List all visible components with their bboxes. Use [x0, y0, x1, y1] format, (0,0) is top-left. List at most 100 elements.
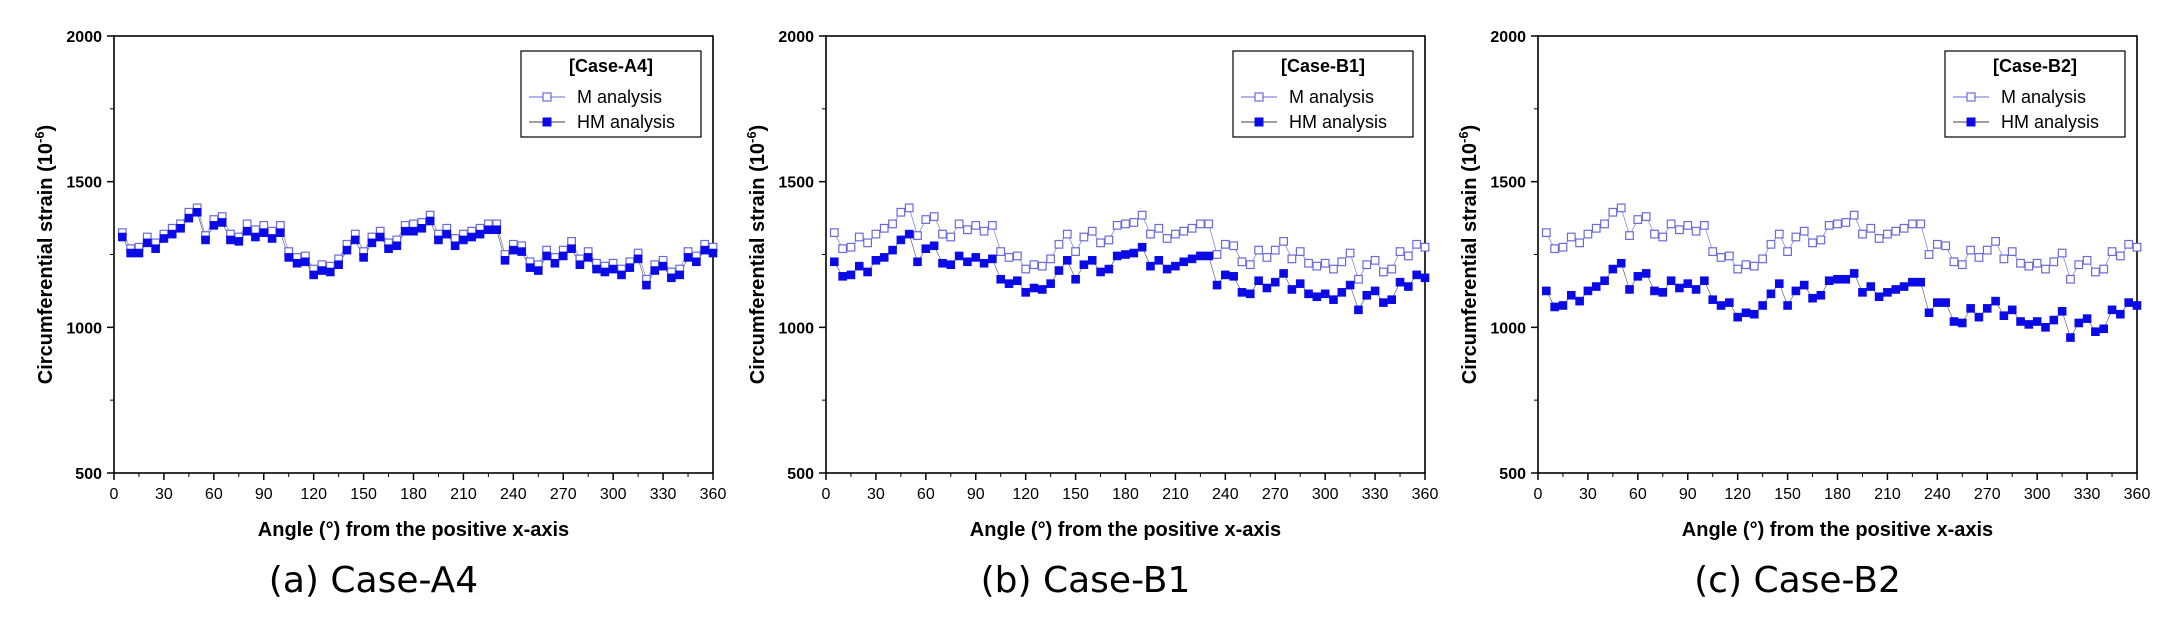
- m-analysis-point: [1329, 264, 1338, 274]
- hm-analysis-point: [1766, 289, 1776, 299]
- m-analysis-point: [904, 203, 914, 213]
- hm-analysis-point: [134, 248, 144, 258]
- m-analysis-point: [996, 247, 1006, 256]
- hm-analysis-point: [1387, 295, 1397, 304]
- hm-analysis-point: [1675, 283, 1684, 293]
- x-tick-label: 300: [600, 486, 627, 503]
- x-tick-label: 60: [205, 486, 223, 503]
- m-analysis-point: [1304, 258, 1313, 268]
- hm-analysis-point: [1774, 279, 1784, 288]
- m-analysis-point: [929, 212, 939, 222]
- m-analysis-point: [1146, 229, 1155, 239]
- hm-analysis-point: [1154, 256, 1164, 265]
- m-analysis-point: [2132, 242, 2142, 252]
- hm-analysis-point: [1221, 270, 1230, 280]
- y-axis-title-sup: -6: [744, 131, 759, 143]
- m-analysis-point: [1766, 239, 1776, 249]
- hm-analysis-point: [708, 248, 718, 258]
- hm-analysis-point: [692, 257, 701, 267]
- m-analysis-point: [1204, 219, 1214, 229]
- m-analysis-point: [1096, 238, 1105, 248]
- hm-analysis-point: [392, 241, 402, 251]
- m-analysis-point: [1683, 220, 1693, 230]
- m-analysis-point: [1379, 267, 1388, 277]
- hm-analysis-point: [442, 229, 452, 239]
- hm-analysis-point: [209, 221, 219, 230]
- hm-analysis-point: [642, 280, 651, 290]
- hm-analysis-point: [1725, 298, 1734, 307]
- m-analysis-point: [946, 232, 956, 242]
- m-analysis-point: [1691, 226, 1701, 236]
- hm-analysis-point: [1295, 279, 1305, 288]
- y-tick-label: 500: [75, 466, 102, 483]
- hm-analysis-point: [359, 253, 368, 262]
- hm-analysis-point: [1891, 285, 1901, 294]
- hm-analysis-point: [1799, 280, 1809, 290]
- hm-analysis-point: [1691, 285, 1701, 294]
- m-analysis-point: [1187, 223, 1197, 233]
- hm-analysis-point: [1345, 280, 1355, 290]
- hm-analysis-point: [1071, 274, 1080, 284]
- hm-analysis-point: [151, 244, 160, 253]
- hm-analysis-point: [176, 223, 185, 233]
- m-analysis-point: [1021, 264, 1031, 274]
- hm-analysis-point: [292, 258, 302, 268]
- hm-analysis-point: [838, 272, 847, 281]
- y-tick-label: 1000: [66, 320, 102, 337]
- x-tick-label: 270: [550, 486, 577, 503]
- m-analysis-point: [1558, 242, 1568, 252]
- m-analysis-point: [1658, 232, 1668, 242]
- hm-analysis-point: [425, 216, 435, 226]
- x-tick-label: 30: [867, 486, 885, 503]
- m-analysis-point: [1891, 226, 1901, 236]
- m-analysis-point: [1320, 258, 1330, 268]
- m-analysis-point: [938, 229, 947, 239]
- hm-analysis-point: [1004, 279, 1014, 288]
- hm-analysis-point: [1171, 261, 1180, 271]
- m-analysis-point: [275, 220, 285, 230]
- hm-analysis-point: [2057, 307, 2067, 316]
- m-analysis-point: [1279, 236, 1288, 246]
- m-analysis-point: [1403, 251, 1413, 261]
- m-analysis-point: [863, 238, 872, 248]
- hm-analysis-point: [1824, 276, 1834, 286]
- m-analysis-point: [1749, 261, 1759, 271]
- x-axis-title: Angle (°) from the positive x-axis: [1682, 519, 1993, 541]
- m-analysis-point: [1370, 255, 1380, 265]
- x-tick-label: 90: [255, 486, 273, 503]
- x-tick-label: 90: [1679, 486, 1697, 503]
- y-tick-label: 2000: [66, 29, 102, 46]
- x-tick-label: 180: [1112, 486, 1139, 503]
- hm-analysis-point: [1262, 283, 1272, 293]
- hm-analysis-point: [2116, 309, 2125, 319]
- hm-analysis-point: [284, 253, 294, 262]
- legend-marker-hm-analysis: [542, 117, 552, 127]
- m-analysis-point: [1104, 235, 1114, 245]
- legend-label-hm-analysis: HM analysis: [577, 112, 675, 132]
- hm-analysis-point: [1121, 250, 1130, 259]
- hm-analysis-point: [434, 235, 443, 245]
- hm-analysis-point: [567, 244, 576, 253]
- hm-analysis-point: [1716, 301, 1726, 310]
- panel-caption: (c) Case-B2: [1694, 560, 1901, 601]
- m-analysis-point: [1270, 245, 1280, 255]
- m-analysis-point: [1079, 232, 1089, 242]
- legend-label-hm-analysis: HM analysis: [1289, 112, 1387, 132]
- hm-analysis-point: [1287, 285, 1297, 294]
- hm-analysis-point: [2016, 317, 2025, 326]
- x-tick-label: 210: [1162, 486, 1189, 503]
- m-analysis-point: [2124, 239, 2134, 249]
- hm-analysis-point: [2082, 314, 2092, 323]
- y-axis-title-sup: -6: [1456, 131, 1471, 143]
- m-analysis-point: [1591, 223, 1601, 233]
- m-analysis-point: [2007, 247, 2017, 256]
- hm-analysis-point: [846, 270, 856, 280]
- hm-analysis-point: [2099, 324, 2109, 334]
- chart-panel-1: 0 30 60 90 120 150 180 210 240 270 300 330 360 500 100…: [32, 29, 726, 601]
- x-tick-label: 0: [1534, 486, 1543, 503]
- hm-analysis-point: [1783, 301, 1792, 310]
- hm-analysis-point: [326, 267, 335, 277]
- hm-analysis-point: [971, 253, 981, 262]
- m-analysis-point: [1171, 229, 1180, 239]
- legend-marker-m-analysis: [1966, 92, 1976, 102]
